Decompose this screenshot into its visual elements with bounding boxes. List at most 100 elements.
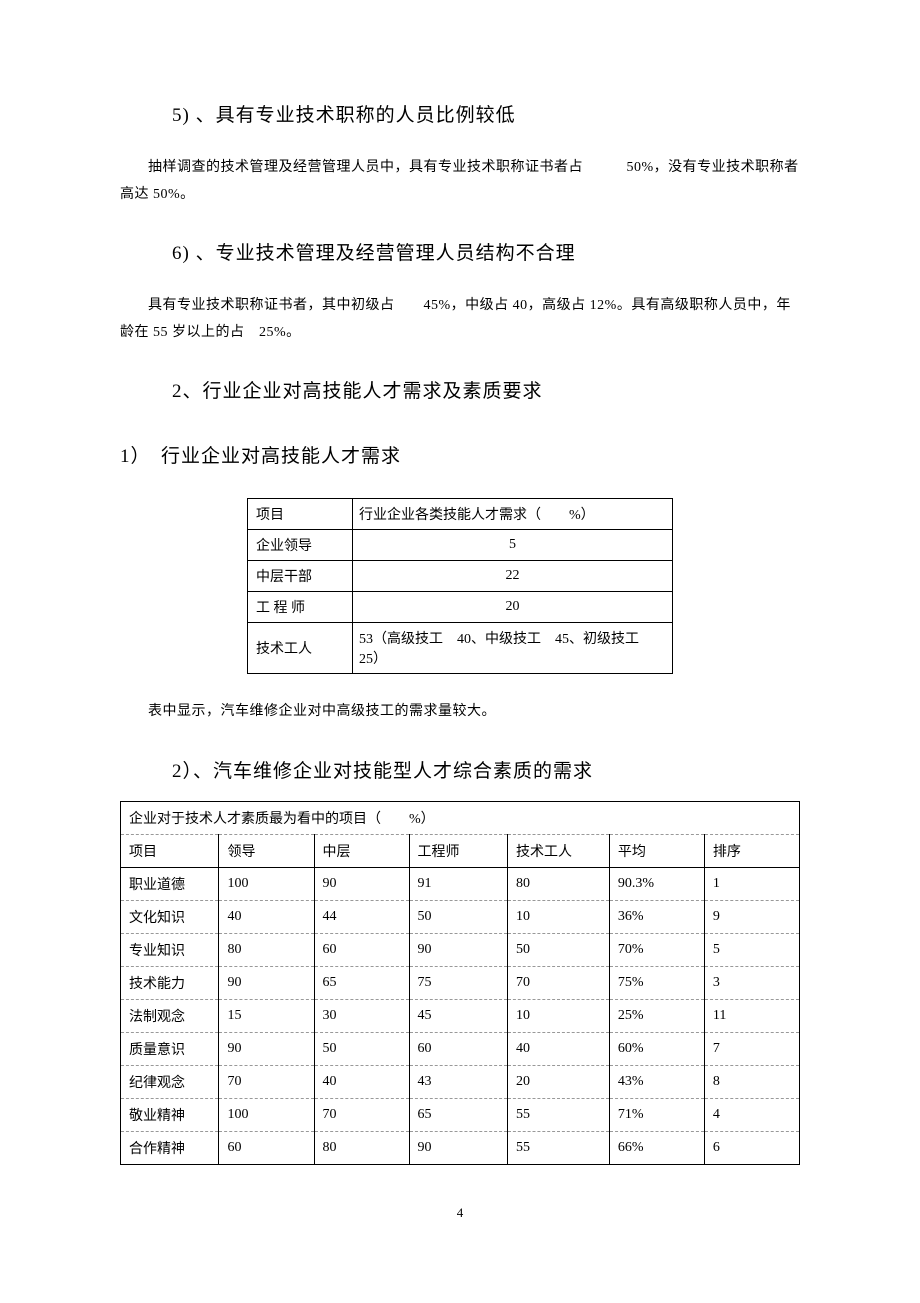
table-cell: 3 bbox=[704, 966, 799, 999]
table-header-cell: 技术工人 bbox=[508, 834, 610, 867]
table-cell: 45 bbox=[409, 999, 507, 1032]
table-1-container: 项目 行业企业各类技能人才需求（ %） 企业领导 5 中层干部 22 工 程 师… bbox=[120, 498, 800, 674]
table-cell: 合作精神 bbox=[121, 1131, 219, 1164]
table-cell: 60 bbox=[409, 1032, 507, 1065]
table-header-cell: 领导 bbox=[219, 834, 314, 867]
table-row: 法制观念1530451025%11 bbox=[121, 999, 800, 1032]
table-header-cell: 平均 bbox=[609, 834, 704, 867]
section-5-heading: 5) 、具有专业技术职称的人员比例较低 bbox=[120, 100, 800, 127]
table-cell: 职业道德 bbox=[121, 867, 219, 900]
table-title-cell: 企业对于技术人才素质最为看中的项目（ %） bbox=[121, 801, 800, 834]
section-5-paragraph: 抽样调查的技术管理及经营管理人员中，具有专业技术职称证书者占 50%，没有专业技… bbox=[120, 155, 800, 208]
table-cell: 60 bbox=[219, 1131, 314, 1164]
table-header-cell: 项目 bbox=[121, 834, 219, 867]
table-cell: 50 bbox=[409, 900, 507, 933]
table-cell: 20 bbox=[508, 1065, 610, 1098]
table-row: 文化知识4044501036%9 bbox=[121, 900, 800, 933]
table-cell: 90 bbox=[219, 1032, 314, 1065]
table-row: 技术能力9065757075%3 bbox=[121, 966, 800, 999]
table-cell: 100 bbox=[219, 867, 314, 900]
table-cell: 8 bbox=[704, 1065, 799, 1098]
table-cell: 质量意识 bbox=[121, 1032, 219, 1065]
table-cell: 70 bbox=[508, 966, 610, 999]
table-cell: 60 bbox=[314, 933, 409, 966]
table-1-note: 表中显示，汽车维修企业对中高级技工的需求量较大。 bbox=[120, 699, 800, 726]
table-row: 工 程 师 20 bbox=[248, 592, 673, 623]
table-cell: 25% bbox=[609, 999, 704, 1032]
table-cell: 4 bbox=[704, 1098, 799, 1131]
table-cell: 55 bbox=[508, 1098, 610, 1131]
table-cell: 90 bbox=[314, 867, 409, 900]
table-cell: 80 bbox=[314, 1131, 409, 1164]
table-cell: 43% bbox=[609, 1065, 704, 1098]
table-cell: 36% bbox=[609, 900, 704, 933]
table-cell: 企业领导 bbox=[248, 530, 353, 561]
table-cell: 90 bbox=[409, 1131, 507, 1164]
table-cell: 40 bbox=[314, 1065, 409, 1098]
table-row: 合作精神6080905566%6 bbox=[121, 1131, 800, 1164]
table-cell: 70 bbox=[314, 1098, 409, 1131]
table-cell: 11 bbox=[704, 999, 799, 1032]
table-cell: 15 bbox=[219, 999, 314, 1032]
table-row: 企业领导 5 bbox=[248, 530, 673, 561]
table-cell: 90 bbox=[409, 933, 507, 966]
table-cell: 75 bbox=[409, 966, 507, 999]
table-cell: 80 bbox=[508, 867, 610, 900]
table-cell: 40 bbox=[219, 900, 314, 933]
table-row: 职业道德10090918090.3%1 bbox=[121, 867, 800, 900]
table-cell: 项目 bbox=[248, 499, 353, 530]
table-cell: 文化知识 bbox=[121, 900, 219, 933]
table-cell: 53（高级技工 40、中级技工 45、初级技工 25） bbox=[353, 623, 673, 674]
table-cell: 90 bbox=[219, 966, 314, 999]
section-2-heading: 2、行业企业对高技能人才需求及素质要求 bbox=[120, 376, 800, 403]
table-cell: 80 bbox=[219, 933, 314, 966]
demand-table: 项目 行业企业各类技能人才需求（ %） 企业领导 5 中层干部 22 工 程 师… bbox=[247, 498, 673, 674]
table-cell: 65 bbox=[409, 1098, 507, 1131]
table-cell: 44 bbox=[314, 900, 409, 933]
table-cell: 行业企业各类技能人才需求（ %） bbox=[353, 499, 673, 530]
subsection-2-heading: 2）、汽车维修企业对技能型人才综合素质的需求 bbox=[120, 756, 800, 783]
table-row: 质量意识9050604060%7 bbox=[121, 1032, 800, 1065]
table-cell: 100 bbox=[219, 1098, 314, 1131]
table-row: 项目 行业企业各类技能人才需求（ %） bbox=[248, 499, 673, 530]
table-cell: 90.3% bbox=[609, 867, 704, 900]
table-cell: 20 bbox=[353, 592, 673, 623]
table-cell: 71% bbox=[609, 1098, 704, 1131]
table-cell: 5 bbox=[353, 530, 673, 561]
table-cell: 60% bbox=[609, 1032, 704, 1065]
table-cell: 43 bbox=[409, 1065, 507, 1098]
table-cell: 70% bbox=[609, 933, 704, 966]
table-cell: 技术工人 bbox=[248, 623, 353, 674]
table-cell: 75% bbox=[609, 966, 704, 999]
table-cell: 敬业精神 bbox=[121, 1098, 219, 1131]
table-cell: 55 bbox=[508, 1131, 610, 1164]
table-cell: 法制观念 bbox=[121, 999, 219, 1032]
table-cell: 技术能力 bbox=[121, 966, 219, 999]
table-row: 中层干部 22 bbox=[248, 561, 673, 592]
section-6-paragraph: 具有专业技术职称证书者，其中初级占 45%，中级占 40，高级占 12%。具有高… bbox=[120, 293, 800, 346]
table-cell: 1 bbox=[704, 867, 799, 900]
table-cell: 7 bbox=[704, 1032, 799, 1065]
table-cell: 66% bbox=[609, 1131, 704, 1164]
quality-table: 企业对于技术人才素质最为看中的项目（ %） 项目领导中层工程师技术工人平均排序 … bbox=[120, 801, 800, 1165]
table-header-cell: 中层 bbox=[314, 834, 409, 867]
table-cell: 22 bbox=[353, 561, 673, 592]
table-header-row: 项目领导中层工程师技术工人平均排序 bbox=[121, 834, 800, 867]
table-header-cell: 排序 bbox=[704, 834, 799, 867]
table-row: 技术工人 53（高级技工 40、中级技工 45、初级技工 25） bbox=[248, 623, 673, 674]
table-cell: 工 程 师 bbox=[248, 592, 353, 623]
table-cell: 30 bbox=[314, 999, 409, 1032]
table-cell: 9 bbox=[704, 900, 799, 933]
table-cell: 6 bbox=[704, 1131, 799, 1164]
section-6-heading: 6) 、专业技术管理及经营管理人员结构不合理 bbox=[120, 238, 800, 265]
table-cell: 40 bbox=[508, 1032, 610, 1065]
table-cell: 10 bbox=[508, 999, 610, 1032]
table-title-row: 企业对于技术人才素质最为看中的项目（ %） bbox=[121, 801, 800, 834]
subsection-1-heading: 1） 行业企业对高技能人才需求 bbox=[120, 441, 800, 468]
table-cell: 50 bbox=[314, 1032, 409, 1065]
table-cell: 纪律观念 bbox=[121, 1065, 219, 1098]
table-cell: 50 bbox=[508, 933, 610, 966]
table-row: 敬业精神10070655571%4 bbox=[121, 1098, 800, 1131]
table-cell: 5 bbox=[704, 933, 799, 966]
table-cell: 专业知识 bbox=[121, 933, 219, 966]
